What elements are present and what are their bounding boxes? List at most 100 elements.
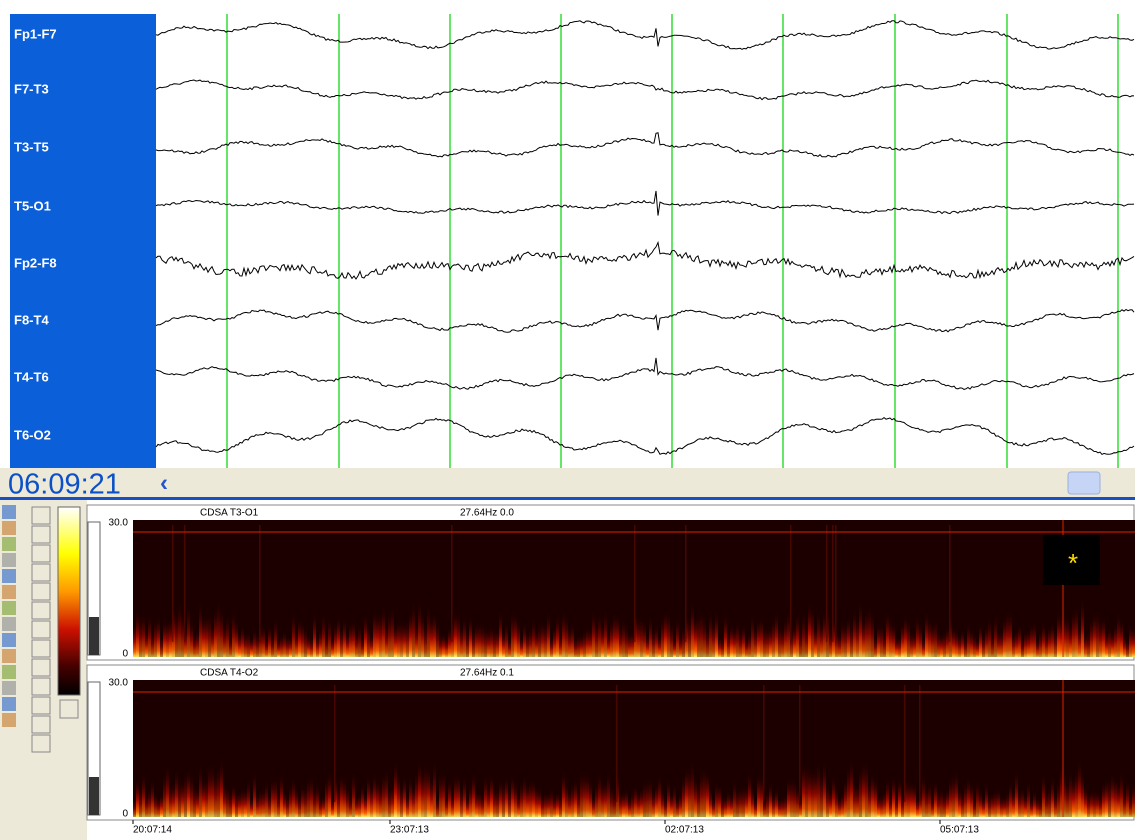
scroll-thumb[interactable] (1068, 472, 1100, 494)
spectrogram-column (1114, 624, 1117, 657)
spectrogram-column (715, 612, 718, 657)
spectrogram-column (145, 630, 148, 657)
spectrogram-column (487, 629, 490, 657)
spectrogram-column (208, 765, 211, 817)
spectrogram-column (439, 634, 442, 657)
tool-button[interactable] (2, 553, 16, 567)
spectrogram-column (556, 792, 559, 817)
spectrogram-column (574, 779, 577, 817)
tool-button[interactable] (32, 678, 50, 695)
spectrogram-column (340, 774, 343, 817)
spectrogram-column (928, 782, 931, 817)
tool-button[interactable] (32, 716, 50, 733)
tool-button[interactable] (32, 602, 50, 619)
eeg-trace (156, 418, 1134, 455)
spectrogram-column (742, 786, 745, 817)
tool-button[interactable] (2, 681, 16, 695)
spectrogram-column (529, 629, 532, 657)
y-top-label: 30.0 (109, 518, 129, 529)
tool-button[interactable] (32, 621, 50, 638)
spectrogram-column (586, 773, 589, 817)
spectrogram-column (370, 634, 373, 657)
spectrogram-column (379, 785, 382, 817)
spectrogram-column (187, 604, 190, 657)
spectrogram-column (994, 615, 997, 657)
tool-button[interactable] (2, 633, 16, 647)
spectrogram-column (421, 769, 424, 817)
tool-button[interactable] (2, 665, 16, 679)
spectrogram-column (721, 638, 724, 657)
tool-button[interactable] (32, 640, 50, 657)
tool-button[interactable] (2, 521, 16, 535)
spectrogram-column (511, 611, 514, 657)
spectrogram-column (739, 787, 742, 817)
spectrogram-column (565, 616, 568, 657)
spectrogram-column (607, 633, 610, 657)
spectrogram-column (814, 627, 817, 657)
spectrogram-column (580, 634, 583, 657)
spectrogram-column (478, 791, 481, 817)
spectrogram-column (637, 792, 640, 817)
spectrogram-column (808, 767, 811, 817)
spectrogram-column (376, 614, 379, 657)
spectrogram-column (214, 608, 217, 657)
spectrogram-column (571, 623, 574, 657)
spectrogram-column (481, 624, 484, 657)
tool-button[interactable] (32, 526, 50, 543)
spectrogram-column (457, 774, 460, 817)
spectrogram-column (487, 786, 490, 817)
tool-button[interactable] (32, 583, 50, 600)
spectrogram-column (571, 784, 574, 817)
spectrogram-column (979, 790, 982, 817)
spectrogram-column (946, 789, 949, 817)
tool-button[interactable] (60, 700, 78, 718)
spectrogram-streak (616, 685, 618, 802)
tool-button[interactable] (2, 505, 16, 519)
spectrogram-column (985, 626, 988, 657)
spectrogram-column (493, 787, 496, 817)
spectrogram-column (1012, 790, 1015, 817)
spectrogram-column (352, 772, 355, 817)
spectrogram-column (640, 616, 643, 657)
spectrogram-streak (184, 525, 186, 642)
spectrogram-column (238, 632, 241, 657)
spectrogram-column (232, 611, 235, 657)
spectrogram-column (220, 608, 223, 657)
tool-button[interactable] (2, 569, 16, 583)
tool-button[interactable] (32, 735, 50, 752)
tool-button[interactable] (2, 697, 16, 711)
channel-label: T6-O2 (14, 427, 51, 442)
tool-button[interactable] (32, 507, 50, 524)
spectrogram-column (841, 621, 844, 657)
spectrogram-column (853, 782, 856, 817)
spectrogram-column (517, 795, 520, 817)
spectrogram-column (349, 797, 352, 817)
scroll-left-icon: ‹ (160, 469, 168, 496)
tool-button[interactable] (2, 601, 16, 615)
tool-button[interactable] (2, 617, 16, 631)
spectrogram-column (343, 778, 346, 817)
spectrogram-column (757, 620, 760, 657)
tool-button[interactable] (32, 697, 50, 714)
eeg-trace (156, 191, 1134, 216)
spectrogram-column (553, 796, 556, 817)
spectrogram-column (229, 791, 232, 817)
spectrogram-column (967, 623, 970, 657)
spectrogram-column (655, 625, 658, 657)
tool-button[interactable] (32, 564, 50, 581)
spectrogram-column (988, 618, 991, 657)
spectrogram-column (223, 625, 226, 657)
spectrogram-column (475, 623, 478, 657)
tool-button[interactable] (2, 713, 16, 727)
spectrogram-column (397, 774, 400, 817)
tool-button[interactable] (2, 537, 16, 551)
spectrogram-column (679, 635, 682, 657)
tool-button[interactable] (2, 649, 16, 663)
spectrogram-column (1045, 791, 1048, 817)
spectrogram-streak (826, 525, 828, 642)
spectrogram-streak (799, 685, 801, 802)
tool-button[interactable] (32, 659, 50, 676)
tool-button[interactable] (32, 545, 50, 562)
spectrogram-column (910, 631, 913, 657)
tool-button[interactable] (2, 585, 16, 599)
